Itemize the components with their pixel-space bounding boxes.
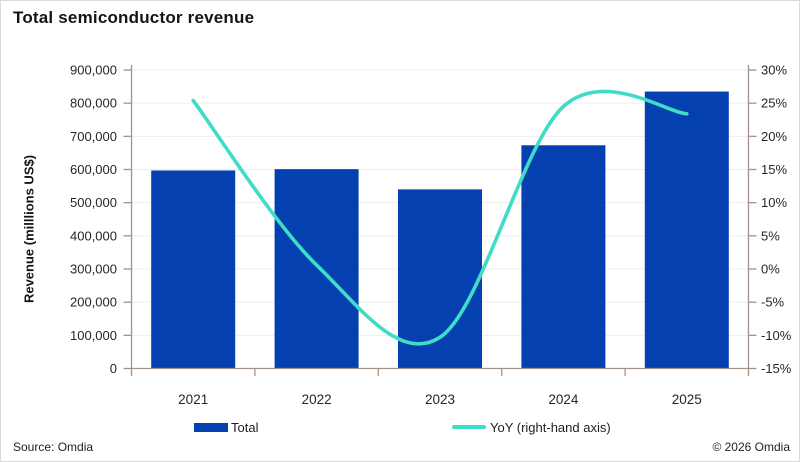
legend-label-total: Total xyxy=(231,419,259,435)
source-text: Source: Omdia xyxy=(13,440,94,454)
x-category-label: 2023 xyxy=(425,392,455,407)
legend-item-yoy: YoY (right-hand axis) xyxy=(452,419,611,435)
left-tick-label: 0 xyxy=(110,361,117,376)
bar-2024 xyxy=(521,145,606,369)
chart-title: Total semiconductor revenue xyxy=(13,8,255,27)
x-category-label: 2022 xyxy=(302,392,332,407)
x-category-label: 2025 xyxy=(672,392,702,407)
left-tick-label: 500,000 xyxy=(70,195,117,210)
left-tick-label: 200,000 xyxy=(70,295,117,310)
x-category-label: 2021 xyxy=(178,392,208,407)
right-tick-label: 5% xyxy=(761,228,780,243)
right-tick-label: -5% xyxy=(761,295,785,310)
right-tick-label: 20% xyxy=(761,129,787,144)
left-tick-label: 800,000 xyxy=(70,96,117,111)
total-bar-swatch-icon xyxy=(194,422,228,432)
left-tick-label: 100,000 xyxy=(70,328,117,343)
right-tick-label: -15% xyxy=(761,361,792,376)
left-tick-label: 600,000 xyxy=(70,162,117,177)
legend-label-yoy: YoY (right-hand axis) xyxy=(490,419,611,435)
copyright-text: © 2026 Omdia xyxy=(712,440,790,454)
bar-2025 xyxy=(644,91,729,369)
left-tick-label: 900,000 xyxy=(70,63,117,78)
x-category-label: 2024 xyxy=(548,392,579,407)
yoy-line xyxy=(191,89,689,346)
right-tick-label: 0% xyxy=(761,262,780,277)
yoy-line-swatch-icon xyxy=(452,425,486,429)
legend-item-total: Total xyxy=(194,419,258,435)
left-tick-label: 300,000 xyxy=(70,262,117,277)
bar-2022 xyxy=(274,169,359,369)
left-tick-label: 400,000 xyxy=(70,228,117,243)
right-tick-label: -10% xyxy=(761,328,792,343)
right-tick-label: 30% xyxy=(761,63,787,78)
left-tick-label: 700,000 xyxy=(70,129,117,144)
right-tick-label: 25% xyxy=(761,96,787,111)
bar-2021 xyxy=(151,170,236,369)
right-tick-label: 15% xyxy=(761,162,787,177)
right-tick-label: 10% xyxy=(761,195,787,210)
